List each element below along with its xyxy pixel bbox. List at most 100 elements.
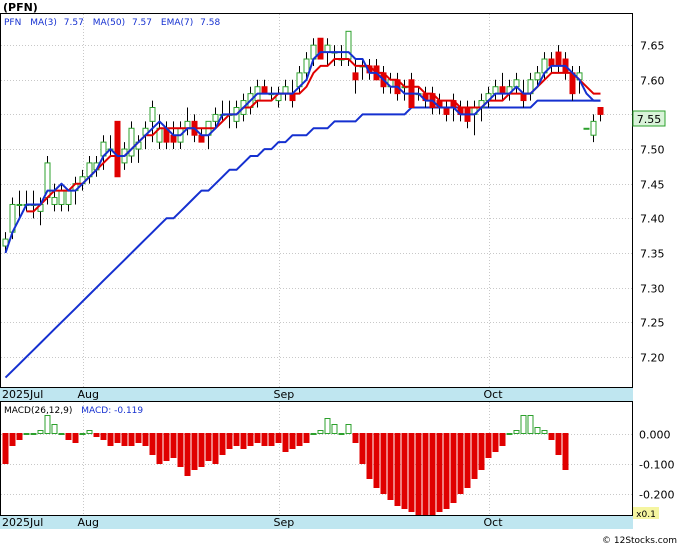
macd-bar-55 [387, 433, 394, 500]
macd-bar-43 [303, 433, 310, 443]
macd-bar-5 [37, 430, 44, 434]
macd-bar-45 [317, 430, 324, 434]
macd-bar-19 [135, 433, 142, 443]
macd-bar-57 [401, 433, 408, 509]
macd-legend: MACD(26,12,9) MACD: -0.119 [4, 406, 143, 416]
macd-bar-49 [345, 424, 352, 434]
macd-bar-3 [23, 433, 30, 435]
macd-bar-12 [86, 430, 93, 434]
macd-x-tick-1: Aug [78, 516, 99, 529]
macd-bar-48 [338, 433, 345, 435]
price-panel [2, 30, 604, 379]
macd-x-tick-0: 2025Jul [2, 516, 43, 529]
macd-bar-16 [114, 433, 121, 443]
macd-bar-79 [555, 433, 562, 455]
candle-body-8 [58, 190, 65, 205]
price-x-axis: 2025Jul Aug Sep Oct [2, 388, 503, 401]
candle-body-21 [149, 107, 156, 122]
macd-bar-47 [331, 424, 338, 434]
macd-bar-13 [93, 433, 100, 437]
macd-bar-33 [233, 433, 240, 446]
price-x-tick-0: 2025Jul [2, 388, 43, 401]
last-price-badge [632, 110, 666, 127]
candle-body-85 [597, 107, 604, 115]
macd-bar-73 [513, 430, 520, 434]
candle-body-30 [212, 113, 219, 122]
price-plot-frame [0, 13, 633, 388]
macd-bar-14 [100, 433, 107, 440]
macd-bar-71 [499, 433, 506, 446]
macd-bar-58 [408, 433, 415, 512]
macd-bar-30 [212, 433, 219, 464]
macd-bar-29 [205, 433, 212, 461]
macd-bar-42 [296, 433, 303, 446]
macd-x-axis: 2025Jul Aug Sep Oct [2, 516, 503, 529]
candle-body-73 [513, 79, 520, 88]
candle-body-79 [555, 51, 562, 67]
price-x-tick-1: Aug [78, 388, 99, 401]
macd-grid [1, 402, 632, 516]
macd-bar-21 [149, 433, 156, 455]
macd-bar-61 [429, 433, 436, 518]
candle-body-18 [128, 127, 135, 157]
last-price-label: 7.55 [637, 113, 662, 126]
macd-bar-51 [359, 433, 366, 464]
candle-body-63 [443, 107, 450, 115]
macd-bar-52 [366, 433, 373, 479]
macd-bar-50 [352, 433, 359, 443]
macd-bar-40 [282, 433, 289, 452]
price-legend: PFN MA(3) 7.57 MA(50) 7.57 EMA(7) 7.58 [4, 18, 220, 28]
price-x-tick-2: Sep [274, 388, 295, 401]
macd-bar-10 [72, 433, 79, 443]
macd-bar-76 [534, 427, 541, 434]
macd-bar-37 [261, 433, 268, 446]
footer-credit: © 12Stocks.com [602, 536, 677, 546]
macd-bar-9 [65, 433, 72, 440]
macd-bar-66 [464, 433, 471, 488]
scale-badge-label: x0.1 [636, 510, 656, 520]
ma50-line [4, 99, 601, 379]
price-x-axis-band [0, 388, 633, 401]
macd-bar-20 [142, 433, 149, 446]
candle-body-50 [352, 72, 359, 81]
macd-bar-39 [275, 433, 282, 443]
macd-y-axis: 0.000 -0.100 -0.200 [639, 429, 674, 502]
macd-y-tick-1: -0.100 [639, 459, 674, 472]
macd-bar-4 [30, 433, 37, 435]
macd-bar-1 [9, 433, 16, 446]
macd-legend-label: MACD(26,12,9) [4, 406, 72, 416]
legend-ema7-label: EMA(7) [161, 18, 193, 28]
price-y-tick-6: 7.50 [640, 144, 665, 157]
macd-bar-2 [16, 433, 23, 440]
candle-body-2 [16, 203, 23, 206]
candle-body-16 [114, 120, 121, 178]
macd-bar-23 [163, 433, 170, 461]
macd-bar-34 [240, 433, 247, 449]
price-y-tick-9: 7.65 [640, 40, 665, 53]
macd-bar-25 [177, 433, 184, 467]
legend-ma50-value: 7.57 [132, 18, 152, 28]
macd-bar-0 [2, 433, 9, 464]
macd-y-tick-0: 0.000 [639, 429, 671, 442]
candle-body-26 [184, 120, 191, 129]
price-y-tick-0: 7.20 [640, 352, 665, 365]
macd-legend-value: -0.119 [114, 406, 143, 416]
macd-y-tick-2: -0.200 [639, 489, 674, 502]
candle-body-46 [324, 44, 331, 53]
price-y-tick-1: 7.25 [640, 317, 665, 330]
candle-body-76 [534, 72, 541, 81]
price-x-tick-3: Oct [484, 388, 504, 401]
chart-title: (PFN) [3, 1, 38, 14]
ma3-line [4, 51, 601, 254]
macd-bar-24 [170, 433, 177, 458]
macd-bar-15 [107, 433, 114, 446]
macd-bar-63 [443, 433, 450, 509]
macd-bar-38 [268, 433, 275, 446]
macd-x-tick-2: Sep [274, 516, 295, 529]
macd-bar-53 [373, 433, 380, 488]
macd-bar-41 [289, 433, 296, 449]
macd-legend-key: MACD: [81, 406, 111, 416]
macd-bar-74 [520, 415, 527, 434]
candle-body-9 [65, 190, 72, 205]
legend-ema7-value: 7.58 [200, 18, 220, 28]
